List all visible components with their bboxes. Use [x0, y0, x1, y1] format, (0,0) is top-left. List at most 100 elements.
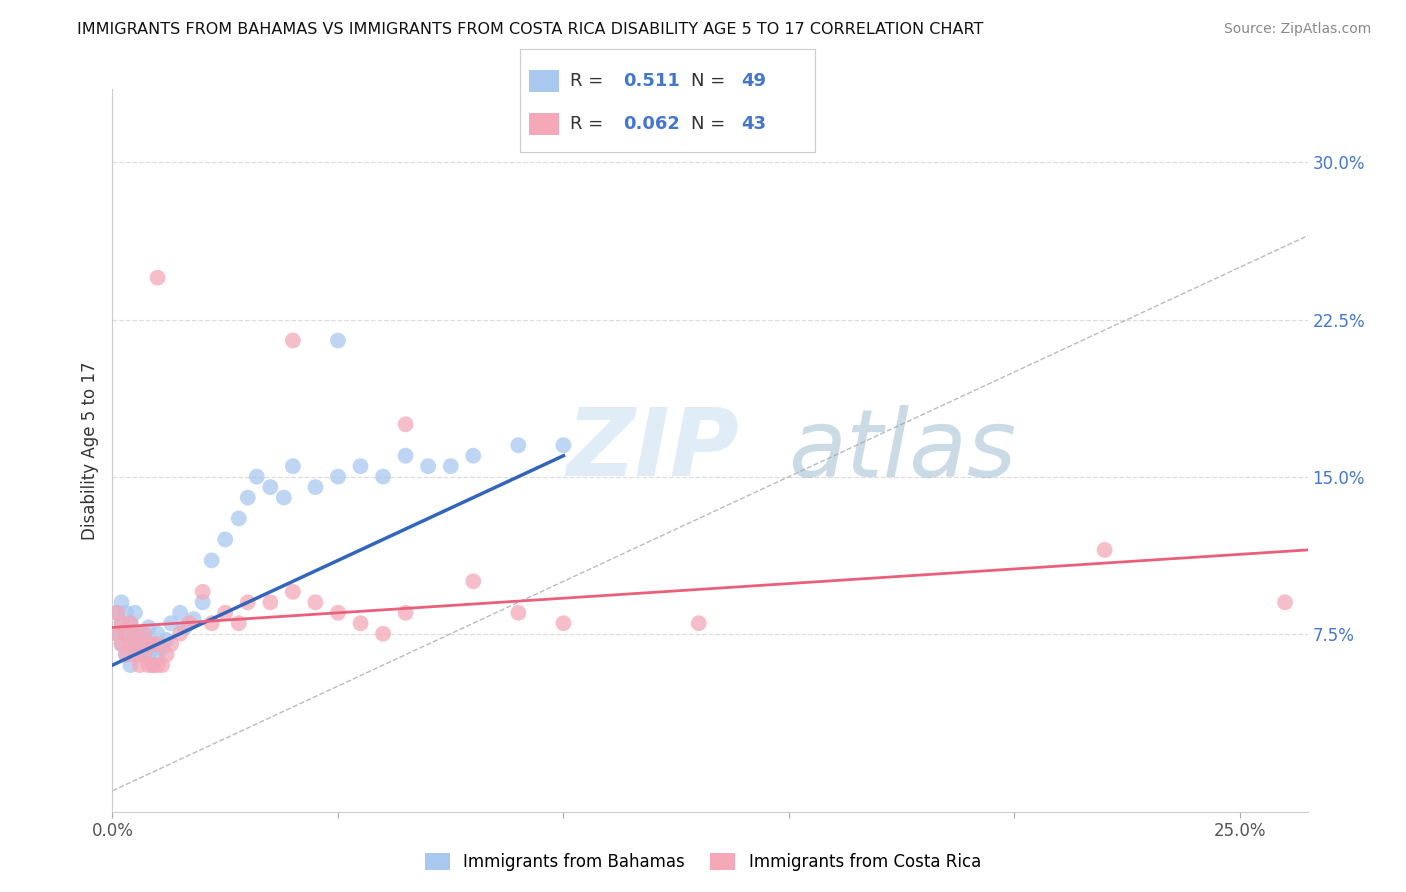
Point: [228, 511, 250, 525]
Point: [110, 637, 132, 651]
Text: 0.511: 0.511: [623, 72, 681, 90]
Point: [132, 641, 155, 656]
Point: [259, 480, 281, 494]
Point: [508, 606, 530, 620]
Point: [1094, 543, 1116, 558]
Point: [155, 648, 177, 662]
Y-axis label: Disability Age 5 to 17: Disability Age 5 to 17: [80, 361, 98, 540]
Point: [160, 637, 183, 651]
Point: [142, 658, 165, 673]
Point: [142, 637, 165, 651]
Point: [160, 616, 183, 631]
Text: 0.062: 0.062: [623, 115, 681, 133]
Point: [124, 626, 146, 640]
Point: [418, 459, 440, 474]
Text: atlas: atlas: [787, 405, 1017, 496]
Point: [128, 648, 150, 662]
Point: [688, 616, 710, 631]
Point: [115, 606, 138, 620]
Point: [138, 648, 160, 662]
Point: [326, 469, 349, 483]
Point: [105, 606, 128, 620]
Point: [169, 606, 191, 620]
Point: [281, 334, 304, 348]
Point: [142, 637, 165, 651]
Point: [1274, 595, 1296, 609]
Point: [326, 606, 349, 620]
Point: [120, 616, 142, 631]
Point: [142, 658, 165, 673]
Legend: Immigrants from Bahamas, Immigrants from Costa Rica: Immigrants from Bahamas, Immigrants from…: [416, 845, 990, 880]
Point: [132, 648, 155, 662]
Point: [394, 417, 416, 432]
Point: [128, 626, 150, 640]
Text: R =: R =: [571, 115, 609, 133]
Point: [173, 620, 195, 634]
Point: [146, 658, 169, 673]
Point: [138, 658, 160, 673]
Point: [463, 449, 485, 463]
Point: [155, 632, 177, 647]
Point: [201, 553, 224, 567]
Point: [236, 595, 259, 609]
Point: [201, 616, 224, 631]
Point: [110, 616, 132, 631]
Point: [214, 533, 236, 547]
Bar: [529, 70, 558, 92]
Point: [120, 637, 142, 651]
Point: [349, 459, 371, 474]
Point: [259, 595, 281, 609]
Point: [120, 637, 142, 651]
Point: [128, 637, 150, 651]
Point: [281, 584, 304, 599]
Point: [146, 270, 169, 285]
Point: [371, 626, 394, 640]
Point: [132, 632, 155, 647]
Point: [304, 595, 326, 609]
Point: [146, 648, 169, 662]
Point: [105, 606, 128, 620]
Point: [228, 616, 250, 631]
Point: [508, 438, 530, 452]
Bar: [529, 112, 558, 136]
Text: 43: 43: [742, 115, 766, 133]
Point: [105, 626, 128, 640]
Point: [304, 480, 326, 494]
Text: Source: ZipAtlas.com: Source: ZipAtlas.com: [1223, 22, 1371, 37]
Point: [394, 606, 416, 620]
Point: [115, 626, 138, 640]
Point: [115, 648, 138, 662]
Point: [150, 658, 173, 673]
Point: [146, 626, 169, 640]
Point: [179, 616, 201, 631]
Point: [246, 469, 269, 483]
Text: IMMIGRANTS FROM BAHAMAS VS IMMIGRANTS FROM COSTA RICA DISABILITY AGE 5 TO 17 COR: IMMIGRANTS FROM BAHAMAS VS IMMIGRANTS FR…: [77, 22, 984, 37]
Point: [110, 616, 132, 631]
Point: [124, 637, 146, 651]
Point: [124, 626, 146, 640]
Point: [214, 606, 236, 620]
Point: [191, 584, 214, 599]
Point: [115, 626, 138, 640]
Point: [349, 616, 371, 631]
Point: [326, 334, 349, 348]
Point: [440, 459, 463, 474]
Point: [124, 648, 146, 662]
Point: [191, 595, 214, 609]
Point: [110, 595, 132, 609]
Point: [463, 574, 485, 589]
Point: [273, 491, 295, 505]
Point: [105, 626, 128, 640]
Point: [553, 438, 575, 452]
Point: [128, 658, 150, 673]
Point: [371, 469, 394, 483]
Point: [146, 637, 169, 651]
Point: [138, 620, 160, 634]
Point: [124, 606, 146, 620]
Point: [236, 491, 259, 505]
Point: [169, 626, 191, 640]
Point: [110, 637, 132, 651]
Point: [138, 637, 160, 651]
Point: [394, 449, 416, 463]
Point: [115, 648, 138, 662]
